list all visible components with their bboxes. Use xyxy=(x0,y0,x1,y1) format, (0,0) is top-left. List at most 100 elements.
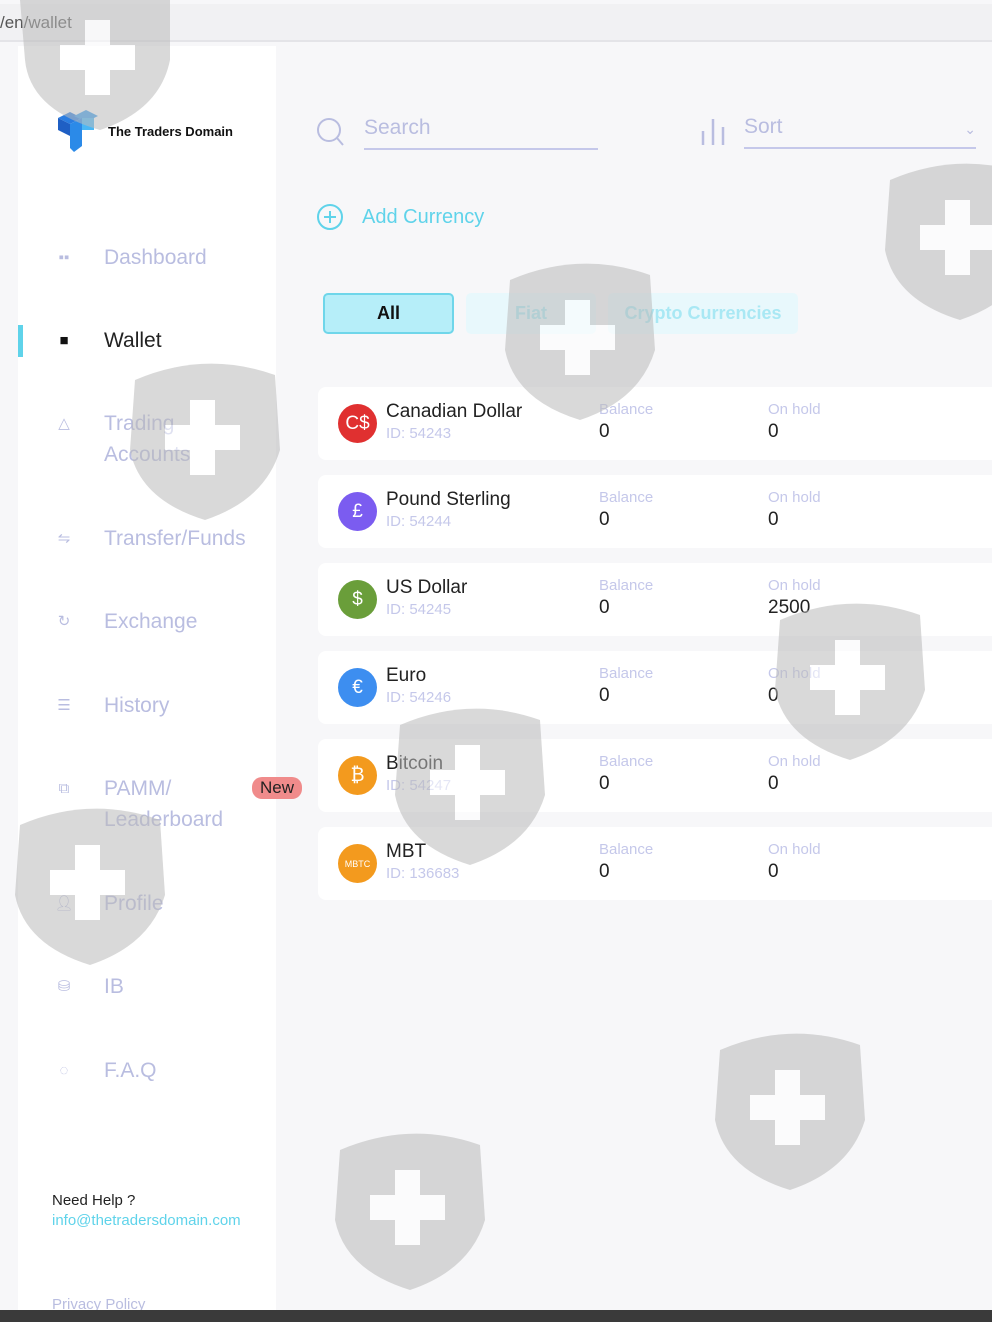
search-bar[interactable]: Search xyxy=(316,116,598,150)
currency-id: ID: 54247 xyxy=(386,777,452,794)
add-currency-label: Add Currency xyxy=(362,205,485,228)
privacy-policy-link[interactable]: Privacy Policy xyxy=(52,1296,146,1313)
currency-card[interactable]: £ Pound Sterling ID: 54244 Balance 0 On … xyxy=(318,475,992,548)
currency-name: Bitcoin xyxy=(386,753,444,774)
balance-value: 0 xyxy=(599,685,610,706)
copy-icon: ⧉ xyxy=(58,780,70,797)
on-hold-value: 0 xyxy=(768,773,779,794)
currency-id: ID: 54244 xyxy=(386,513,452,530)
nav-label: Profile xyxy=(104,892,164,915)
on-hold-label: On hold xyxy=(768,841,821,858)
on-hold-label: On hold xyxy=(768,401,821,418)
currency-id: ID: 54243 xyxy=(386,425,452,442)
help-title: Need Help ? xyxy=(52,1192,136,1209)
watermark-shield-icon xyxy=(715,1033,865,1190)
nav-dashboard[interactable]: ▪▪ Dashboard xyxy=(54,242,207,273)
currency-icon: C$ xyxy=(338,404,377,443)
sort-field[interactable]: Sort ⌄ xyxy=(744,115,976,149)
wallet-icon: ■ xyxy=(59,332,69,349)
address-bar[interactable]: /en/wallet xyxy=(0,4,992,42)
tab-all[interactable]: All xyxy=(323,293,454,334)
nav-label: Exchange xyxy=(104,610,198,633)
watermark-shield-icon xyxy=(885,163,992,320)
tab-fiat[interactable]: Fiat xyxy=(466,293,596,334)
currency-card[interactable]: ₿ Bitcoin ID: 54247 Balance 0 On hold 0 xyxy=(318,739,992,812)
currency-id: ID: 136683 xyxy=(386,865,460,882)
nav-profile[interactable]: 👤︎ Profile xyxy=(54,888,164,919)
on-hold-value: 0 xyxy=(768,421,779,442)
help-email-link[interactable]: info@thetradersdomain.com xyxy=(52,1212,241,1229)
balance-value: 0 xyxy=(599,509,610,530)
on-hold-label: On hold xyxy=(768,489,821,506)
nav-pamm-leaderboard[interactable]: ⧉ PAMM/ Leaderboard New xyxy=(54,773,303,835)
balance-label: Balance xyxy=(599,577,654,594)
balance-value: 0 xyxy=(599,597,610,618)
nav-label: Dashboard xyxy=(104,246,207,269)
currency-card[interactable]: € Euro ID: 54246 Balance 0 On hold 0 xyxy=(318,651,992,724)
balance-value: 0 xyxy=(599,861,610,882)
nav-transfer-funds[interactable]: ⇋ Transfer/Funds xyxy=(54,523,246,554)
list-icon: ☰ xyxy=(57,697,71,714)
balance-value: 0 xyxy=(599,421,610,442)
brand-logo[interactable]: The Traders Domain xyxy=(54,110,233,152)
on-hold-value: 0 xyxy=(768,509,779,530)
currency-id: ID: 54246 xyxy=(386,689,452,706)
on-hold-label: On hold xyxy=(768,753,821,770)
currency-name: MBT xyxy=(386,841,427,862)
sort-select[interactable]: Sort ⌄ xyxy=(700,115,976,149)
grid-icon: ▪▪ xyxy=(58,249,70,266)
on-hold-value: 0 xyxy=(768,685,779,706)
currency-name: Pound Sterling xyxy=(386,489,511,510)
nav-exchange[interactable]: ↻ Exchange xyxy=(54,606,198,637)
tab-crypto-currencies[interactable]: Crypto Currencies xyxy=(608,293,798,334)
balance-label: Balance xyxy=(599,841,654,858)
search-input[interactable]: Search xyxy=(364,116,598,150)
watermark-shield-icon xyxy=(335,1133,485,1290)
currency-card[interactable]: $ US Dollar ID: 54245 Balance 0 On hold … xyxy=(318,563,992,636)
transfer-icon: ⇋ xyxy=(57,530,71,547)
nav-label: F.A.Q xyxy=(104,1059,157,1082)
currency-id: ID: 54245 xyxy=(386,601,452,618)
nav-history[interactable]: ☰ History xyxy=(54,690,169,721)
sidebar: The Traders Domain ▪▪ Dashboard ■ Wallet △… xyxy=(18,46,303,1313)
triangle-icon: △ xyxy=(58,415,70,432)
balance-label: Balance xyxy=(599,753,654,770)
nav-label: IB xyxy=(104,975,124,998)
on-hold-label: On hold xyxy=(768,665,821,682)
url-text: /en/wallet xyxy=(0,13,72,32)
currency-card[interactable]: C$ Canadian Dollar ID: 54243 Balance 0 O… xyxy=(318,387,992,460)
nav-label: History xyxy=(104,694,170,717)
nav-label: Trading Accounts xyxy=(104,412,191,466)
stack-icon: ⛁ xyxy=(57,978,71,995)
brand-name: The Traders Domain xyxy=(108,123,233,139)
search-icon xyxy=(317,118,344,146)
nav-ib[interactable]: ⛁ IB xyxy=(54,971,124,1002)
sort-placeholder: Sort xyxy=(744,115,783,138)
user-icon: 👤︎ xyxy=(54,895,74,912)
plus-circle-icon xyxy=(317,204,343,230)
logo-icon xyxy=(58,110,98,152)
currency-name: US Dollar xyxy=(386,577,468,598)
currency-name: Euro xyxy=(386,665,427,686)
search-placeholder: Search xyxy=(364,116,431,139)
add-currency-button[interactable]: Add Currency xyxy=(316,203,484,231)
currency-icon: $ xyxy=(338,580,377,619)
taskbar xyxy=(0,1310,992,1322)
currency-icon: ₿ xyxy=(338,756,377,795)
currency-card[interactable]: MBTC MBT ID: 136683 Balance 0 On hold 0 xyxy=(318,827,992,900)
nav-trading-accounts[interactable]: △ Trading Accounts xyxy=(54,408,254,470)
nav-label: Wallet xyxy=(104,329,162,352)
balance-label: Balance xyxy=(599,489,654,506)
nav-label: Transfer/Funds xyxy=(104,527,246,550)
balance-value: 0 xyxy=(599,773,610,794)
balance-label: Balance xyxy=(599,665,654,682)
currency-icon: MBTC xyxy=(338,844,377,883)
filter-tabs: All Fiat Crypto Currencies xyxy=(323,293,798,334)
on-hold-value: 0 xyxy=(768,861,779,882)
active-indicator xyxy=(18,325,23,357)
new-badge: New xyxy=(252,777,303,799)
nav-faq[interactable]: ◌ F.A.Q xyxy=(54,1055,157,1086)
currency-name: Canadian Dollar xyxy=(386,401,523,422)
nav-wallet[interactable]: ■ Wallet xyxy=(54,325,162,356)
on-hold-value: 2500 xyxy=(768,597,811,618)
